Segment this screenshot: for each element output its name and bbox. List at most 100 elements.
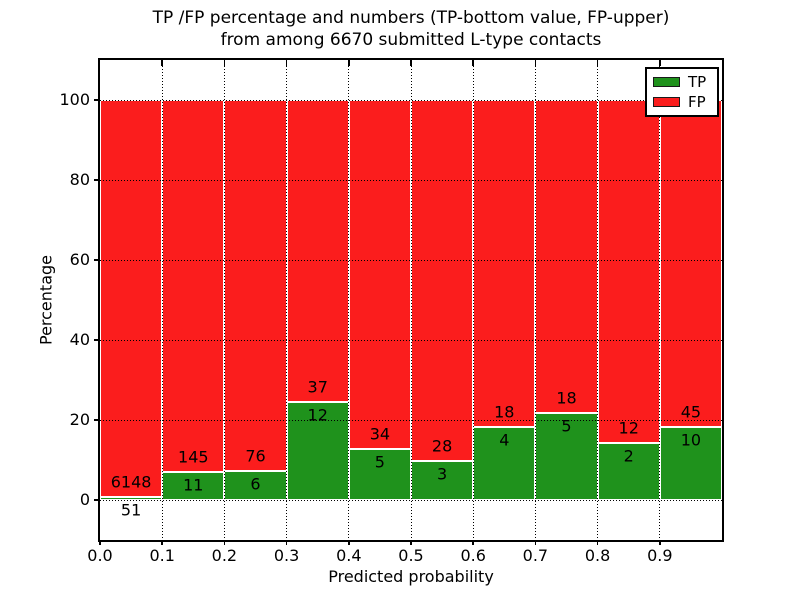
legend-row: FP (653, 92, 717, 112)
top-tick (596, 60, 599, 66)
fp-bar-segment (535, 100, 598, 414)
x-tick-label: 0.7 (522, 546, 549, 565)
tp-count-label: 4 (499, 430, 510, 450)
v-gridline (223, 60, 225, 540)
fp-bar-segment (473, 100, 536, 428)
plot-area: 6148 51 145 11 76 6 37 12 34 5 28 3 18 4 18 5 12 2 45 10 (100, 60, 722, 540)
x-tick-label: 0.9 (647, 546, 673, 565)
x-tick-label: 0.2 (211, 546, 238, 565)
x-tick (410, 540, 412, 545)
chart-title-line1: TP /FP percentage and numbers (TP-bottom… (152, 8, 670, 28)
fp-count-label: 76 (245, 446, 266, 466)
tp-bar-segment (473, 427, 536, 500)
y-tick (94, 259, 100, 261)
y-tick (94, 339, 100, 341)
tp-count-label: 5 (561, 416, 572, 436)
fp-count-label: 12 (618, 418, 639, 438)
tp-count-label: 10 (680, 430, 702, 450)
tp-count-label: 6 (250, 474, 261, 494)
chart-title: TP /FP percentage and numbers (TP-bottom… (100, 7, 722, 51)
tp-bar-segment (100, 496, 163, 500)
h-gridline (100, 420, 722, 421)
tp-bar-segment (659, 427, 722, 500)
x-tick (161, 540, 163, 545)
tp-count-label: 51 (120, 500, 142, 520)
v-gridline (348, 60, 350, 540)
fp-count-label: 28 (431, 436, 453, 456)
x-tick-label: 0.4 (336, 546, 362, 565)
y-tick-label: 40 (69, 330, 90, 349)
top-tick (348, 60, 350, 66)
x-tick (99, 540, 101, 545)
top-tick (410, 60, 412, 66)
legend-label: FP (688, 93, 706, 111)
x-tick-label: 0.1 (149, 546, 175, 565)
legend-swatch-fp-icon (653, 97, 680, 107)
v-gridline (472, 60, 474, 540)
v-gridline (597, 60, 599, 540)
h-gridline (100, 260, 722, 261)
tp-count-label: 12 (307, 405, 328, 425)
tp-bar-segment (348, 448, 411, 500)
tp-bar-segment (162, 471, 225, 500)
tp-bar-segment (224, 470, 287, 500)
h-gridline (100, 500, 722, 501)
top-tick (659, 60, 661, 66)
fp-count-label: 45 (680, 402, 702, 422)
v-gridline (410, 60, 412, 540)
legend-swatch-tp-icon (653, 77, 680, 87)
fp-count-label: 6148 (110, 472, 152, 492)
tp-count-label: 11 (183, 475, 204, 495)
legend-row: TP (653, 72, 717, 92)
fp-bar-segment (162, 100, 225, 472)
x-tick (285, 540, 288, 545)
y-axis-label: Percentage (36, 254, 56, 346)
y-tick-label: 80 (69, 170, 90, 189)
h-gridline (100, 340, 722, 341)
y-tick (94, 499, 100, 501)
tp-bar-segment (597, 442, 660, 500)
y-tick-label: 0 (79, 490, 90, 509)
top-tick (472, 60, 474, 66)
x-tick (348, 540, 350, 545)
tp-bar-segment (286, 402, 349, 500)
x-tick (596, 540, 599, 545)
fp-bar-segment (286, 100, 349, 403)
x-tick-label: 0.3 (273, 546, 300, 565)
v-gridline (286, 60, 288, 540)
fp-bar-segment (597, 100, 660, 443)
v-gridline (534, 60, 536, 540)
x-tick (534, 540, 537, 545)
h-gridline (100, 180, 722, 181)
top-tick (161, 60, 163, 66)
y-tick (94, 419, 100, 421)
x-tick-label: 0.5 (398, 546, 424, 565)
x-tick-label: 0.8 (584, 546, 611, 565)
x-tick-label: 0.0 (87, 546, 113, 565)
x-tick (659, 540, 661, 545)
x-tick (472, 540, 474, 545)
fp-bar-segment (411, 100, 474, 462)
top-tick (223, 60, 226, 66)
fp-count-label: 18 (494, 402, 515, 422)
legend-label: TP (688, 73, 707, 91)
tp-count-label: 3 (437, 464, 448, 484)
y-tick-label: 20 (69, 410, 90, 429)
fp-count-label: 34 (369, 424, 391, 444)
y-tick (94, 179, 100, 181)
tp-count-label: 5 (374, 452, 385, 472)
tp-count-label: 2 (623, 446, 634, 466)
fp-count-label: 145 (178, 447, 209, 467)
v-gridline (659, 60, 661, 540)
h-gridline (100, 100, 722, 101)
fp-bar-segment (224, 100, 287, 471)
fp-bar-segment (659, 100, 722, 428)
fp-count-label: 37 (307, 377, 328, 397)
y-tick (94, 99, 100, 101)
fp-bar-segment (348, 100, 411, 449)
x-tick-label: 0.6 (460, 546, 486, 565)
x-tick (223, 540, 226, 545)
top-tick (534, 60, 537, 66)
tp-bar-segment (411, 461, 474, 500)
